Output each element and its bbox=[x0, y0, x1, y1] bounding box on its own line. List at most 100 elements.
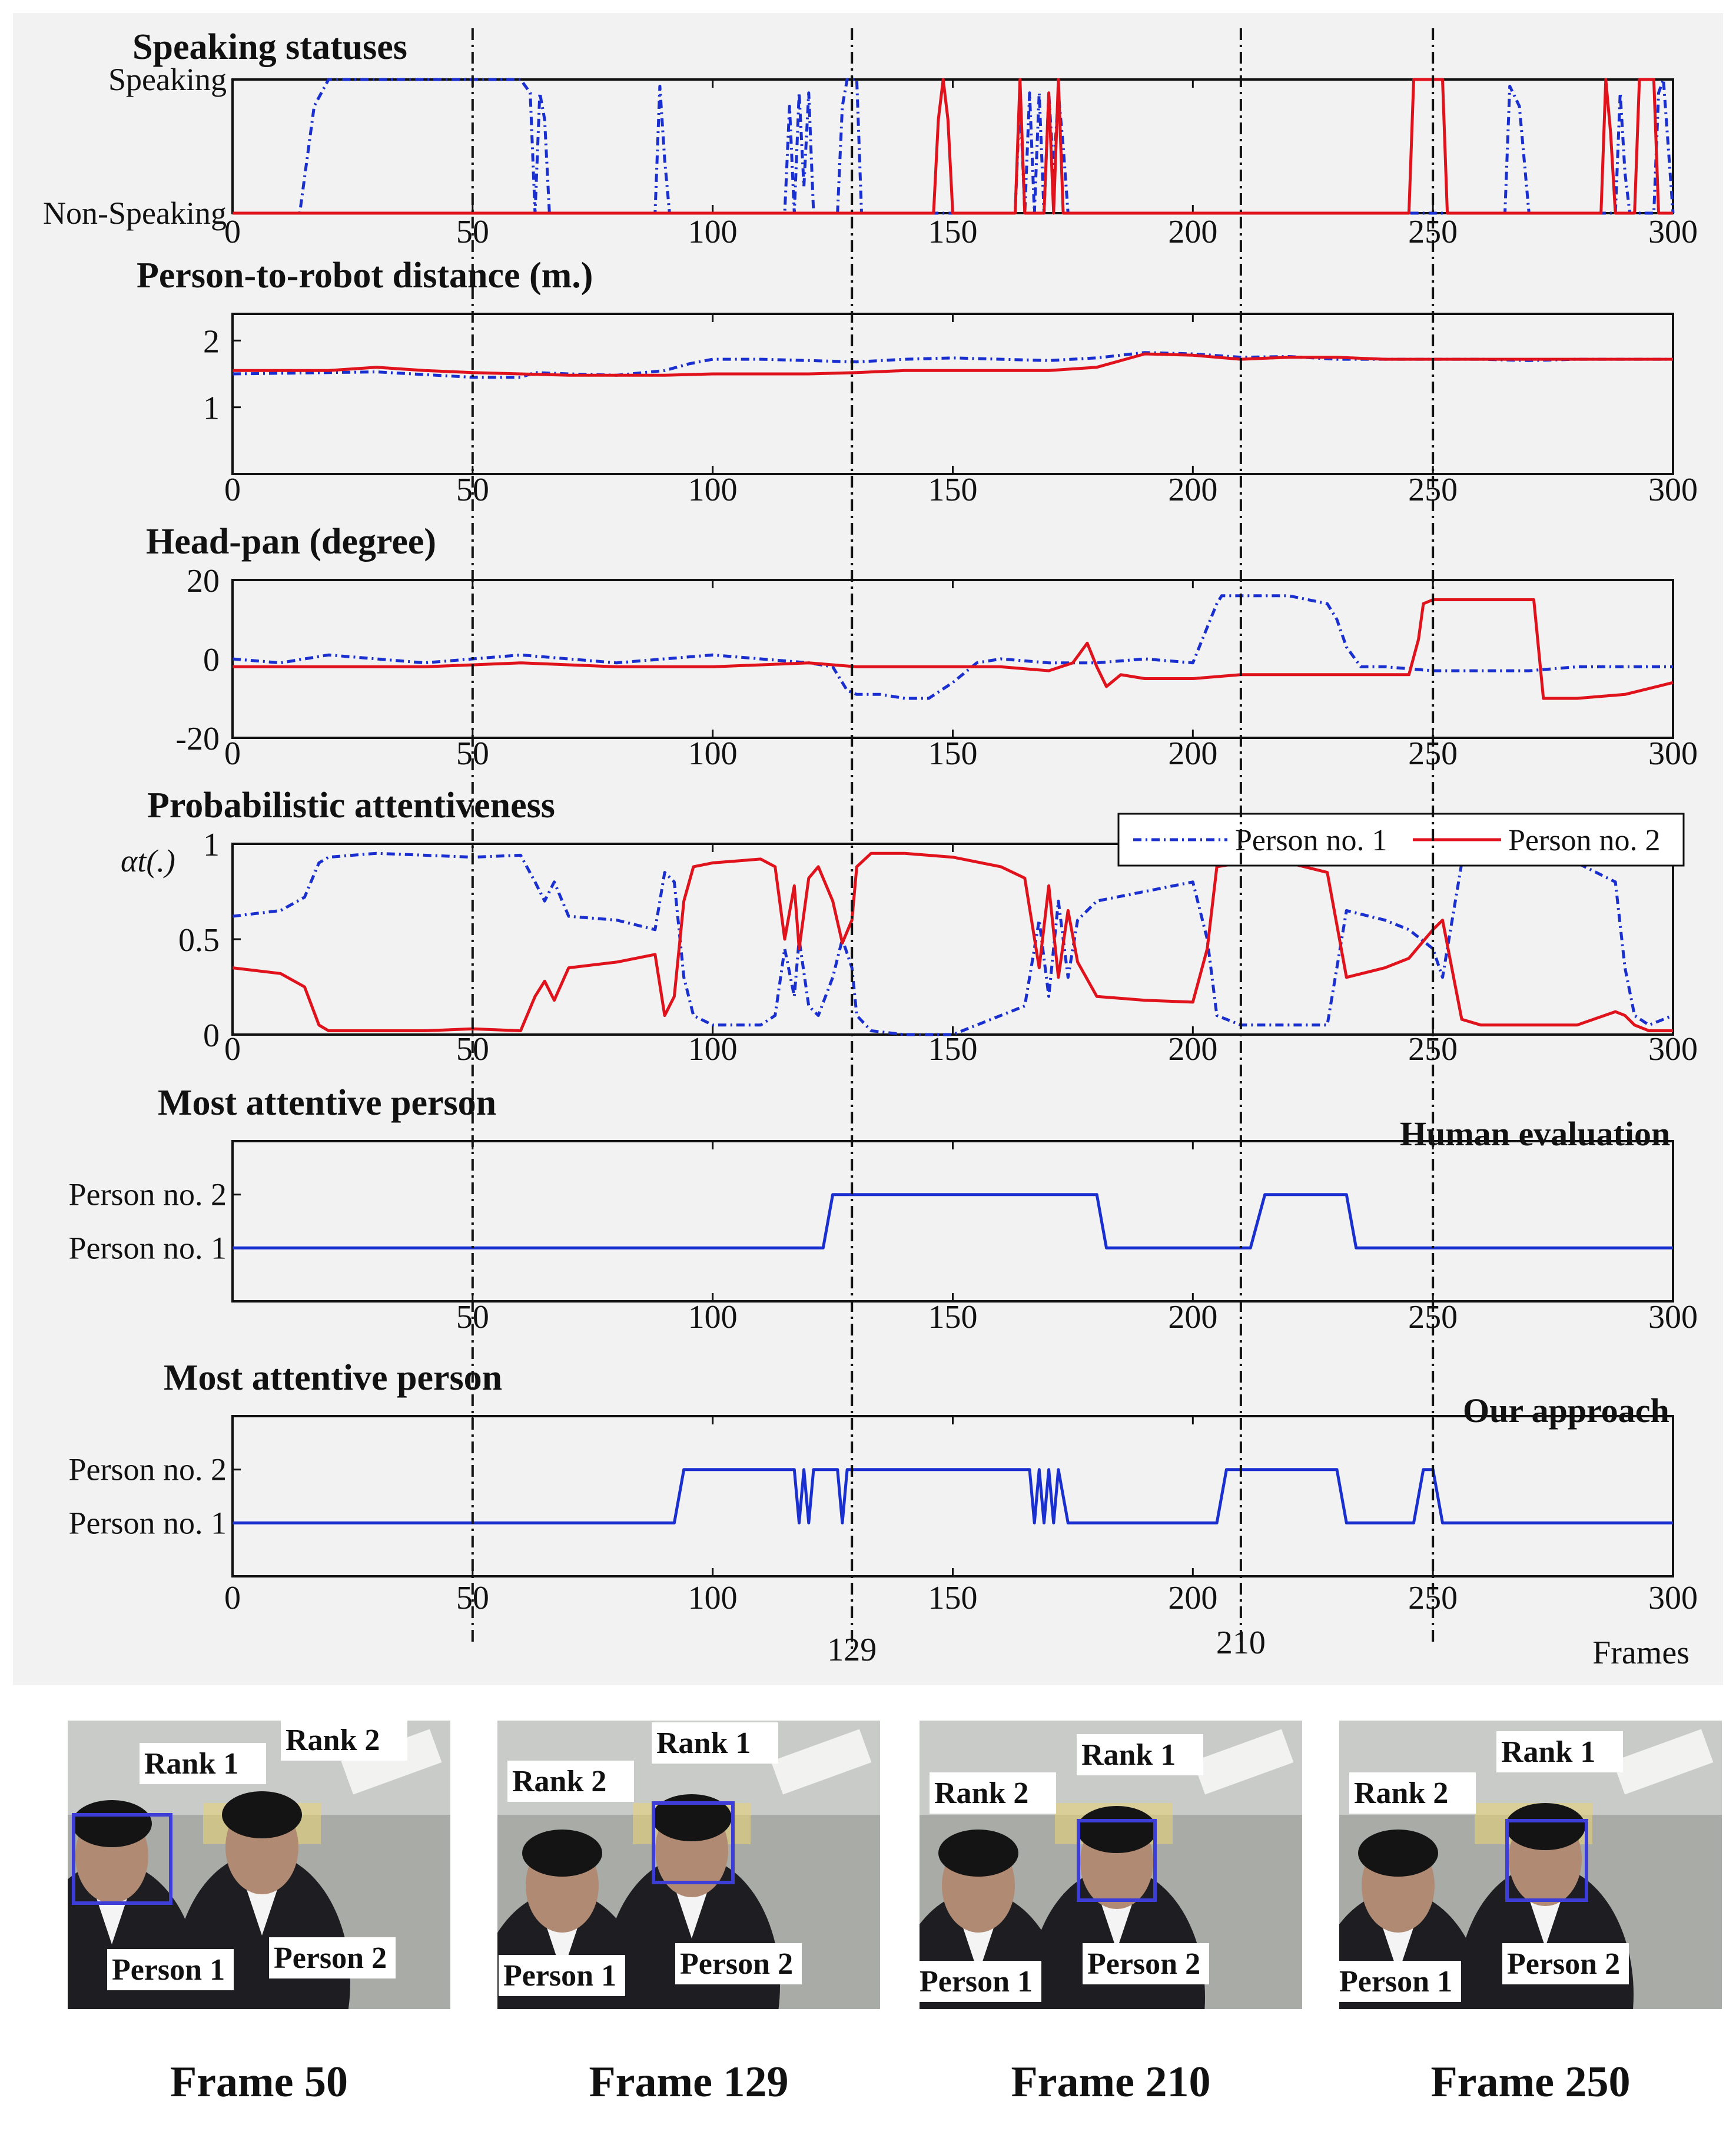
person-collar bbox=[674, 1885, 709, 1938]
y-tick-label: Speaking bbox=[108, 62, 227, 97]
photo-label: Person 2 bbox=[680, 1947, 793, 1981]
series-person1-line bbox=[232, 594, 1673, 700]
photo-label: Rank 1 bbox=[1081, 1738, 1176, 1772]
x-tick-label: 200 bbox=[1168, 214, 1217, 250]
legend: Person no. 1 Person no. 2 bbox=[1117, 813, 1685, 867]
x-tick-label: 150 bbox=[928, 735, 978, 772]
annotation-label: Human evaluation bbox=[1400, 1115, 1670, 1153]
frame-caption: Frame 250 bbox=[1430, 2058, 1630, 2106]
panel-title: Speaking statuses bbox=[132, 27, 407, 67]
legend-label-person2: Person no. 2 bbox=[1508, 824, 1661, 857]
photo-label: Rank 2 bbox=[512, 1765, 606, 1798]
x-axis-label: Frames bbox=[1592, 1635, 1689, 1671]
photo-label-bg bbox=[107, 1949, 234, 1990]
photo-label-bg bbox=[1077, 1734, 1203, 1775]
x-tick-label: 0 bbox=[224, 214, 241, 250]
y-tick-label: 1 bbox=[203, 390, 220, 427]
x-tick-label: 100 bbox=[688, 472, 738, 508]
y-tick-label: Non-Speaking bbox=[43, 195, 227, 231]
x-tick-label: 100 bbox=[688, 1299, 738, 1335]
marker-label: 129 bbox=[827, 1632, 877, 1668]
y-tick-label: -20 bbox=[175, 721, 220, 757]
x-tick-label: 200 bbox=[1168, 735, 1217, 772]
photo-label: Rank 2 bbox=[1354, 1777, 1448, 1810]
x-tick-label: 200 bbox=[1168, 1031, 1217, 1068]
x-tick-label: 300 bbox=[1648, 214, 1698, 250]
attention-box bbox=[1505, 1819, 1588, 1902]
y-tick-label: 2 bbox=[203, 323, 220, 360]
ceiling-light bbox=[1193, 1729, 1294, 1795]
photo-label-bg bbox=[1502, 1943, 1629, 1984]
photo-label: Person 1 bbox=[112, 1953, 225, 1987]
photo-label: Rank 1 bbox=[1501, 1735, 1595, 1769]
x-tick-label: 200 bbox=[1168, 1299, 1217, 1335]
x-tick-label: 300 bbox=[1648, 1031, 1698, 1068]
photo-label-bg bbox=[1335, 1961, 1461, 2002]
x-tick-label: 150 bbox=[928, 1580, 978, 1616]
person-hair bbox=[938, 1830, 1018, 1877]
x-tick-label: 150 bbox=[928, 214, 978, 250]
photo-label: Rank 2 bbox=[286, 1724, 380, 1757]
ceiling-light bbox=[1612, 1729, 1714, 1795]
panel-title: Person-to-robot distance (m.) bbox=[137, 256, 593, 296]
y-tick-label: Person no. 2 bbox=[69, 1452, 227, 1487]
person-collar bbox=[545, 1921, 580, 1974]
x-tick-label: 150 bbox=[928, 1299, 978, 1335]
ceiling-light bbox=[771, 1729, 872, 1795]
frame-caption: Frame 129 bbox=[589, 2058, 788, 2106]
marker-label: 210 bbox=[1216, 1625, 1266, 1661]
photo-label: Rank 2 bbox=[934, 1777, 1028, 1810]
photo-label-bg bbox=[269, 1937, 396, 1978]
panel-title: Most attentive person bbox=[164, 1358, 502, 1398]
photo-label-bg bbox=[499, 1955, 625, 1996]
x-tick-label: 0 bbox=[224, 1580, 241, 1616]
y-tick-label: Person no. 1 bbox=[69, 1230, 227, 1265]
photo-label: Person 2 bbox=[1507, 1947, 1620, 1981]
person-hair bbox=[522, 1830, 602, 1877]
person-collar bbox=[1528, 1894, 1563, 1947]
x-tick-label: 200 bbox=[1168, 472, 1217, 508]
x-tick-label: 300 bbox=[1648, 735, 1698, 772]
person-hair bbox=[1358, 1830, 1438, 1877]
panel-title: Most attentive person bbox=[158, 1083, 496, 1123]
series-person1-line bbox=[232, 851, 1674, 1036]
y-tick-label: 1 bbox=[203, 827, 220, 863]
person-hair bbox=[222, 1791, 302, 1838]
photo-label-bg bbox=[1496, 1731, 1623, 1772]
attention-box bbox=[652, 1801, 735, 1884]
person-collar bbox=[1099, 1897, 1134, 1950]
photo-label-bg bbox=[281, 1719, 407, 1761]
x-tick-label: 0 bbox=[224, 735, 241, 772]
panel-title: Head-pan (degree) bbox=[146, 522, 436, 562]
y-tick-label: 20 bbox=[187, 563, 220, 599]
x-tick-label: 100 bbox=[688, 1580, 738, 1616]
person-collar bbox=[244, 1883, 280, 1936]
series-person2-line bbox=[233, 598, 1674, 700]
photo-label: Person 2 bbox=[274, 1941, 387, 1975]
photo-label-bg bbox=[652, 1722, 778, 1764]
panel-title: Probabilistic attentiveness bbox=[147, 786, 555, 826]
x-tick-label: 300 bbox=[1648, 1299, 1698, 1335]
person-hair bbox=[72, 1800, 152, 1847]
photo-label: Rank 1 bbox=[144, 1747, 238, 1781]
y-tick-label: 0 bbox=[203, 642, 220, 678]
photo-label-bg bbox=[1083, 1943, 1209, 1984]
frame-photo-1: Rank 1 Rank 2 Person 1 Person 2 Frame 50 bbox=[68, 1719, 450, 2106]
person-hair bbox=[1077, 1806, 1157, 1853]
y-tick-label: 0 bbox=[203, 1018, 220, 1054]
photo-label-bg bbox=[915, 1961, 1041, 2002]
frame-caption: Frame 210 bbox=[1011, 2058, 1210, 2106]
person-collar bbox=[1380, 1921, 1416, 1974]
series-person1-line bbox=[233, 78, 1675, 215]
legend-label-person1: Person no. 1 bbox=[1235, 824, 1388, 857]
person-hair bbox=[652, 1794, 732, 1841]
series-person2-line bbox=[232, 851, 1673, 1032]
ceiling-light bbox=[341, 1729, 442, 1795]
photo-label-bg bbox=[675, 1943, 802, 1984]
y-axis-symbol: αt(.) bbox=[121, 843, 175, 879]
attention-box bbox=[72, 1813, 172, 1905]
